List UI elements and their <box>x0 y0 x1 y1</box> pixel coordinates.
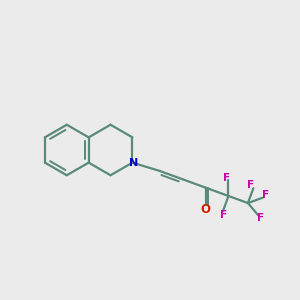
Text: F: F <box>224 173 231 183</box>
Text: F: F <box>220 210 226 220</box>
Text: F: F <box>257 213 264 223</box>
Text: F: F <box>262 190 269 200</box>
Text: O: O <box>201 203 211 216</box>
Text: F: F <box>248 180 255 190</box>
Text: N: N <box>129 158 139 168</box>
